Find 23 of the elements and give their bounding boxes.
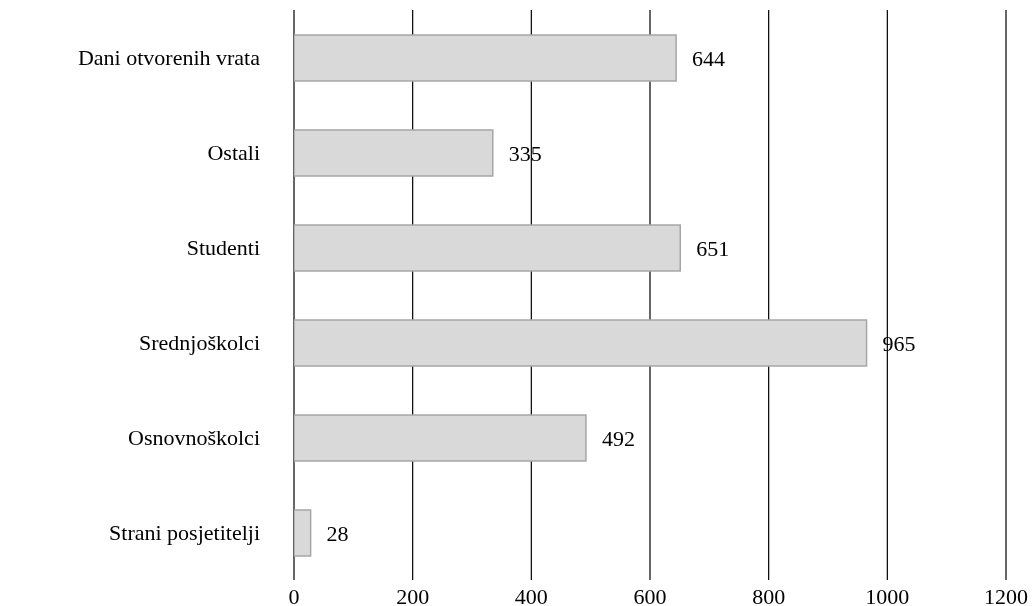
y-tick-label: Dani otvorenih vrata <box>77 45 261 71</box>
y-tick-label: Osnovnoškolci <box>128 425 260 451</box>
y-tick-label: Strani posjetitelji <box>109 520 260 546</box>
x-tick-label: 1200 <box>984 583 1028 606</box>
bar <box>294 414 587 462</box>
data-label: 644 <box>692 45 726 71</box>
x-tick-label: 800 <box>752 583 786 606</box>
data-label: 492 <box>601 425 635 451</box>
x-tick-label: 200 <box>396 583 430 606</box>
x-tick-label: 1000 <box>865 583 910 606</box>
data-label: 28 <box>326 520 349 546</box>
x-tick-label: 600 <box>633 583 667 606</box>
x-tick-label: 0 <box>288 583 300 606</box>
x-tick-label: 400 <box>514 583 548 606</box>
data-label: 651 <box>696 235 730 261</box>
y-tick-label: Studenti <box>186 235 260 261</box>
bar <box>294 319 868 367</box>
bar <box>294 34 677 82</box>
bar <box>294 509 312 557</box>
bar <box>294 129 494 177</box>
bar <box>294 224 682 272</box>
y-tick-label: Srednjoškolci <box>139 330 260 356</box>
y-tick-label: Ostali <box>207 140 260 166</box>
